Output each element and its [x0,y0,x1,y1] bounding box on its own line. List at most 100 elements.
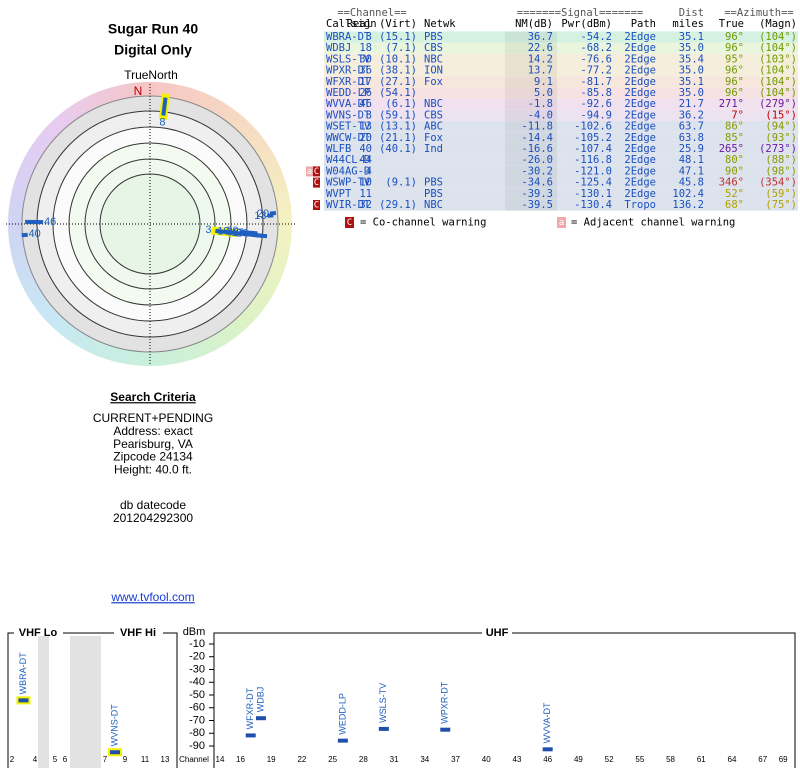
cell: (40.1) [379,143,417,155]
signal-shade [505,121,557,133]
y-tick-label: -60 [189,702,205,714]
cell: (13.1) [379,121,417,133]
signal-bar [255,716,266,721]
warning-letter: a [307,167,312,177]
x-tick-label: 61 [697,755,706,764]
x-tick-label: 40 [482,755,491,764]
cell: 21.7 [679,98,704,110]
cell: (104°) [759,65,797,77]
cell: 3 [366,31,372,43]
marker-label: 3 [205,224,211,236]
x-tick-label: 5 [53,755,58,764]
cell: NBC [424,53,443,65]
signal-shade [505,199,557,211]
signal-shade [505,76,557,88]
marker-label: 20 [257,208,269,220]
warning-icon [313,177,320,188]
x-tick-label: 7 [103,755,108,764]
x-tick-label: 55 [635,755,644,764]
cell: -102.6 [574,121,612,133]
row-background [324,199,798,211]
cell: -105.2 [574,132,612,144]
y-tick-label: -50 [189,689,205,701]
signal-shade [505,53,557,65]
search-line: Pearisburg, VA [113,437,193,451]
y-tick-label: -70 [189,714,205,726]
search-line: Address: exact [113,424,193,438]
warning-icon [313,166,320,177]
cell: WDBJ [326,42,351,54]
cell: (27.1) [379,76,417,88]
cell: (10.1) [379,53,417,65]
column-header: True [719,18,744,30]
panel-label: VHF Lo [19,627,58,639]
x-tick-label: 19 [267,755,276,764]
cell: WLFB [326,143,351,155]
y-axis-label: dBm [183,626,206,638]
cell: (29.1) [379,199,417,211]
cell: ION [424,65,443,77]
cell: 18 [359,42,372,54]
cell: 32 [359,199,372,211]
marker-label: 40 [29,228,41,240]
cell: -68.2 [580,42,612,54]
signal-bar [18,698,29,703]
cell: -39.3 [521,188,553,200]
column-header: NM(dB) [515,18,553,30]
cell: 2Edge [624,154,656,166]
cell: -92.6 [580,98,612,110]
x-tick-label: 11 [141,755,150,764]
cell: 20 [359,132,372,144]
row-background [324,53,798,65]
x-tick-label: 28 [359,755,368,764]
signal-shade [505,132,557,144]
cell: (104°) [759,76,797,88]
cell: 96° [725,31,744,43]
cell: (54.1) [379,87,417,99]
cell: Fox [424,76,443,88]
column-header: (Virt) [379,18,417,30]
cell: WFXR-DT [326,76,371,88]
panel-frame [7,632,178,768]
north-mark: N [134,84,143,98]
cell: 48.1 [679,154,704,166]
cell: 52° [725,188,744,200]
marker-label: 13 [254,210,266,222]
cell: 96° [725,76,744,88]
y-tick-label: -90 [189,740,205,752]
signal-bar [440,727,451,732]
x-tick-label: 9 [123,755,128,764]
cell: -81.7 [580,76,612,88]
cell: WSLS-TV [326,53,371,65]
station-marker [161,97,168,116]
signal-shade [505,98,557,110]
row-background [324,177,798,189]
column-header: Pwr(dBm) [561,18,612,30]
cell: CBS [424,109,443,121]
x-tick-label: 2 [10,755,15,764]
cell: 2Edge [624,132,656,144]
cell: -4.0 [528,109,553,121]
row-background [324,154,798,166]
marker-label: 17 [232,227,244,239]
signal-shade [505,42,557,54]
cell: 30 [359,53,372,65]
search-line: Zipcode 24134 [113,450,193,464]
cell: 5.0 [534,87,553,99]
site-link[interactable]: www.tvfool.com [110,590,194,604]
cell: WPXR-DT [326,65,371,77]
column-header: miles [672,18,704,30]
x-tick-label: 37 [451,755,460,764]
cell: 13.7 [528,65,553,77]
signal-shade [505,154,557,166]
cell: CBS [424,42,443,54]
cell: (98°) [765,165,797,177]
x-tick-label: 6 [63,755,68,764]
row-background [324,87,798,99]
x-tick-label: 22 [297,755,306,764]
cell: (21.1) [379,132,417,144]
band-gap [70,636,101,768]
cell: 7° [731,109,744,121]
cell: 80° [725,154,744,166]
